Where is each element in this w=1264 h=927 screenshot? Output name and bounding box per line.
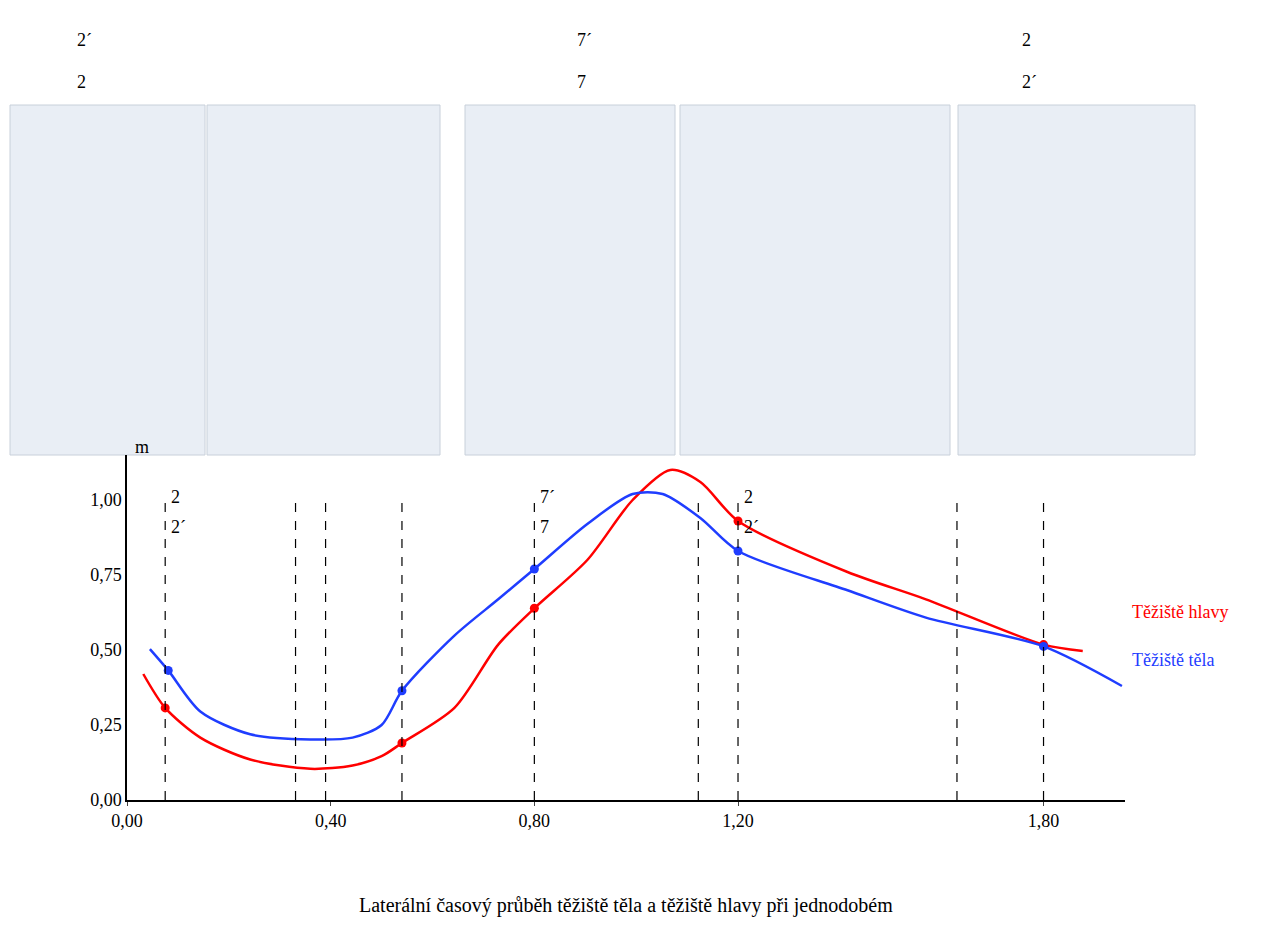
svg-text:2: 2 (77, 72, 86, 92)
svg-text:0,50: 0,50 (90, 640, 122, 660)
svg-text:2: 2 (1022, 30, 1031, 50)
svg-text:7´: 7´ (577, 30, 592, 50)
svg-text:7: 7 (577, 72, 586, 92)
svg-text:0,75: 0,75 (90, 565, 122, 585)
svg-text:0,00: 0,00 (90, 790, 122, 810)
svg-text:Laterální časový průběh těžišt: Laterální časový průběh těžiště těla a t… (359, 894, 893, 917)
svg-text:7: 7 (540, 517, 549, 537)
svg-text:1,80: 1,80 (1028, 811, 1060, 831)
svg-text:Těžiště těla: Těžiště těla (1132, 650, 1214, 670)
svg-text:0,25: 0,25 (90, 715, 122, 735)
svg-text:2´: 2´ (744, 517, 759, 537)
svg-text:1,00: 1,00 (90, 490, 122, 510)
svg-text:7´: 7´ (540, 487, 555, 507)
svg-text:2´: 2´ (77, 30, 92, 50)
svg-text:2: 2 (171, 487, 180, 507)
svg-text:0,40: 0,40 (315, 811, 347, 831)
svg-text:0,80: 0,80 (519, 811, 551, 831)
svg-text:1,20: 1,20 (722, 811, 754, 831)
svg-text:2: 2 (744, 487, 753, 507)
svg-text:2´: 2´ (171, 517, 186, 537)
svg-text:0,00: 0,00 (111, 811, 143, 831)
svg-text:Těžiště hlavy: Těžiště hlavy (1132, 602, 1228, 622)
svg-text:m: m (135, 437, 149, 457)
svg-text:2´: 2´ (1022, 72, 1037, 92)
